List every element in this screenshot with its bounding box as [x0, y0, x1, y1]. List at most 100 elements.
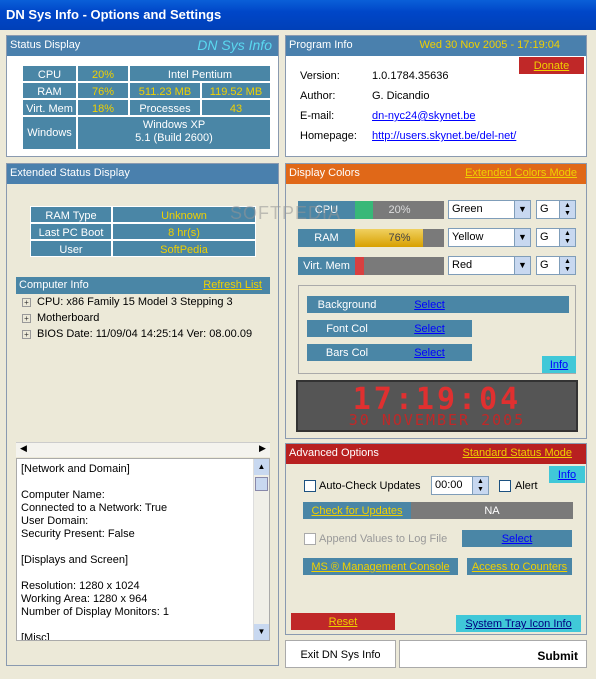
display-colors-title: Display Colors [289, 167, 360, 179]
tree-item-label: CPU: x86 Family 15 Model 3 Stepping 3 [37, 296, 233, 308]
ram-percent: 76% [77, 82, 129, 99]
advanced-options-title: Advanced Options [289, 447, 379, 459]
details-line: Resolution: 1280 x 1024 [21, 580, 140, 592]
append-log-checkbox[interactable] [304, 533, 316, 545]
tree-item-bios[interactable]: + BIOS Date: 11/09/04 14:25:14 Ver: 08.00… [22, 328, 252, 340]
reset-button[interactable]: Reset [291, 613, 395, 630]
check-updates-button[interactable]: Check for Updates [303, 502, 411, 519]
processes-label: Processes [129, 99, 201, 116]
display-colors-panel: Display Colors Extended Colors Mode CPU … [285, 163, 587, 439]
windows-name: Windows XP [142, 119, 206, 131]
alert-label: Alert [515, 480, 538, 492]
cpu-color-value: Green [452, 203, 483, 215]
details-line: User Domain: [21, 515, 89, 527]
vmem-channel-spin[interactable]: G ▲ ▼ [536, 256, 576, 275]
chevron-down-icon[interactable]: ▼ [514, 201, 530, 218]
mmc-button[interactable]: MS ® Management Console [303, 558, 458, 575]
ram-channel-spin[interactable]: G ▲ ▼ [536, 228, 576, 247]
background-select-link[interactable]: Select [387, 296, 472, 313]
ram-used: 511.23 MB [129, 82, 201, 99]
vmem-percent: 18% [77, 99, 129, 116]
email-link[interactable]: dn-nyc24@skynet.be [372, 110, 476, 122]
scroll-down-icon[interactable]: ▼ [254, 624, 269, 640]
cpu-channel-spin[interactable]: G ▲ ▼ [536, 200, 576, 219]
details-line: [Network and Domain] [21, 463, 130, 475]
advanced-info-link[interactable]: Info [549, 466, 585, 483]
colors-info-link[interactable]: Info [542, 356, 576, 373]
tree-item-motherboard[interactable]: + Motherboard [22, 312, 99, 324]
computer-info-tree: + CPU: x86 Family 15 Model 3 Stepping 3 +… [16, 294, 270, 457]
ram-type-value: Unknown [112, 206, 256, 223]
cpu-color-label: CPU [298, 201, 355, 219]
extended-colors-mode-link[interactable]: Extended Colors Mode [465, 167, 577, 179]
scroll-right-icon[interactable]: ▶ [259, 443, 266, 453]
exit-button[interactable]: Exit DN Sys Info [285, 640, 396, 668]
scroll-up-icon[interactable]: ▲ [254, 459, 269, 475]
ram-bar: 76% [355, 229, 444, 247]
spin-icon[interactable]: ▲ ▼ [472, 477, 488, 494]
tree-item-cpu[interactable]: + CPU: x86 Family 15 Model 3 Stepping 3 [22, 296, 233, 308]
computer-info-title: Computer Info [19, 279, 89, 291]
program-info-title: Program Info [289, 39, 353, 51]
donate-button[interactable]: Donate [519, 57, 584, 74]
horizontal-scrollbar[interactable]: ◀ ▶ [16, 442, 270, 457]
homepage-label: Homepage: [300, 130, 357, 142]
expand-icon[interactable]: + [22, 329, 31, 339]
vmem-color-select[interactable]: Red ▼ [448, 256, 531, 275]
expand-icon[interactable]: + [22, 313, 31, 323]
title-bar[interactable]: DN Sys Info - Options and Settings [0, 0, 596, 30]
cpu-bar: 20% [355, 201, 444, 219]
details-text: [Network and Domain] Computer Name: Conne… [17, 459, 269, 640]
last-boot-value: 8 hr(s) [112, 223, 256, 240]
homepage-link[interactable]: http://users.skynet.be/del-net/ [372, 130, 517, 142]
program-info-panel: Program Info Wed 30 Nov 2005 - 17:19:04 … [285, 35, 587, 157]
chevron-down-icon[interactable]: ▼ [514, 229, 530, 246]
alert-checkbox[interactable] [499, 480, 511, 492]
submit-button[interactable]: Submit [399, 640, 587, 668]
expand-icon[interactable]: + [22, 297, 31, 307]
vertical-scrollbar[interactable]: ▲ ▼ [253, 459, 269, 640]
author-label: Author: [300, 90, 336, 102]
system-tray-info-link[interactable]: System Tray Icon Info [456, 615, 581, 632]
standard-status-mode-link[interactable]: Standard Status Mode [462, 447, 572, 459]
counters-button[interactable]: Access to Counters [467, 558, 572, 575]
cpu-channel-value: G [540, 203, 549, 215]
update-time-input[interactable]: 00:00 ▲ ▼ [431, 476, 489, 495]
advanced-options-panel: Advanced Options Standard Status Mode In… [285, 443, 587, 635]
window-title: DN Sys Info - Options and Settings [6, 7, 222, 22]
version-label: Version: [300, 70, 340, 82]
bars-color-select-link[interactable]: Select [387, 344, 472, 361]
extended-status-title: Extended Status Display [10, 167, 130, 179]
spin-icon[interactable]: ▲ ▼ [559, 201, 575, 218]
windows-version: Windows XP 5.1 (Build 2600) [77, 116, 271, 150]
status-display-panel: Status Display DN Sys Info CPU 20% Intel… [6, 35, 279, 157]
auto-check-checkbox[interactable] [304, 480, 316, 492]
spin-icon[interactable]: ▲ ▼ [559, 229, 575, 246]
auto-check-label: Auto-Check Updates [319, 480, 421, 492]
ram-bar-text: 76% [388, 232, 411, 244]
ram-color-select[interactable]: Yellow ▼ [448, 228, 531, 247]
author-value: G. Dicandio [372, 90, 430, 102]
details-textbox[interactable]: [Network and Domain] Computer Name: Conne… [16, 458, 270, 641]
cpu-bar-fill [355, 201, 373, 219]
processes-value: 43 [201, 99, 271, 116]
status-display-title: Status Display [10, 39, 81, 51]
scroll-left-icon[interactable]: ◀ [20, 443, 27, 453]
user-value: SoftPedia [112, 240, 256, 257]
font-color-select-link[interactable]: Select [387, 320, 472, 337]
background-label: Background [307, 296, 387, 313]
update-status: NA [411, 502, 573, 519]
cpu-color-select[interactable]: Green ▼ [448, 200, 531, 219]
chevron-down-icon[interactable]: ▼ [514, 257, 530, 274]
status-display-header: Status Display DN Sys Info [7, 36, 278, 56]
update-time-value: 00:00 [435, 479, 463, 491]
details-line [21, 619, 269, 632]
details-line [21, 476, 269, 489]
log-select-link[interactable]: Select [462, 530, 572, 547]
advanced-options-header: Advanced Options Standard Status Mode [286, 444, 586, 464]
clock-time: 17:19:04 [352, 382, 522, 417]
scroll-thumb[interactable] [255, 477, 268, 491]
details-line: Connected to a Network: True [21, 502, 168, 514]
refresh-list-link[interactable]: Refresh List [203, 279, 262, 291]
spin-icon[interactable]: ▲ ▼ [559, 257, 575, 274]
